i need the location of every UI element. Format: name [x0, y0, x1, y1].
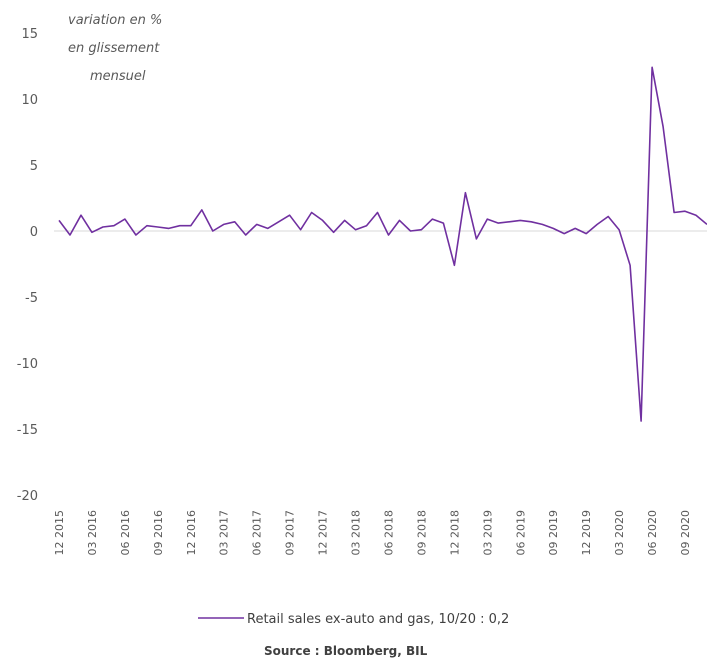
data-point: [607, 215, 610, 218]
data-point: [211, 230, 214, 233]
data-point: [365, 224, 368, 227]
y-tick-label: -10: [17, 357, 38, 372]
data-point: [651, 66, 654, 69]
y-tick-label: 15: [21, 27, 38, 42]
x-tick-label: 09 2020: [679, 510, 692, 556]
y-tick-label: 0: [30, 225, 38, 240]
data-point: [387, 233, 390, 236]
data-point: [58, 219, 61, 222]
x-tick-label: 03 2016: [86, 510, 99, 556]
data-point: [431, 218, 434, 221]
data-point: [310, 211, 313, 214]
x-tick-label: 06 2016: [119, 510, 132, 556]
x-tick-label: 12 2016: [185, 510, 198, 556]
data-point: [354, 228, 357, 231]
x-tick-label: 12 2017: [317, 510, 330, 556]
data-point: [299, 228, 302, 231]
data-point: [486, 218, 489, 221]
data-point: [145, 224, 148, 227]
y-tick-label: -20: [17, 489, 38, 504]
x-tick-label: 06 2017: [251, 510, 264, 556]
data-point: [640, 420, 643, 423]
legend-label: Retail sales ex-auto and gas, 10/20 : 0,…: [247, 612, 509, 627]
x-tick-label: 12 2018: [448, 510, 461, 556]
data-point: [222, 223, 225, 226]
data-point: [101, 226, 104, 229]
source-note: Source : Bloomberg, BIL: [264, 644, 428, 658]
data-point: [409, 230, 412, 233]
data-point: [343, 219, 346, 222]
data-point: [288, 214, 291, 217]
y-tick-label: 5: [30, 159, 38, 174]
y-tick-label: -5: [25, 291, 38, 306]
data-point: [662, 125, 665, 128]
data-point: [684, 210, 687, 213]
data-point: [233, 220, 236, 223]
data-point: [90, 231, 93, 234]
x-tick-label: 06 2018: [382, 510, 395, 556]
data-point: [189, 224, 192, 227]
y-axis-ticks: 15 10 5 0 -5 -10 -15 -20: [17, 27, 38, 504]
data-point: [244, 233, 247, 236]
data-point: [376, 211, 379, 214]
x-tick-label: 09 2016: [152, 510, 165, 556]
data-point: [200, 208, 203, 211]
data-point: [629, 264, 632, 267]
data-point: [167, 227, 170, 230]
data-point: [266, 227, 269, 230]
data-point: [574, 227, 577, 230]
x-tick-label: 12 2015: [53, 510, 66, 556]
data-point: [123, 218, 126, 221]
data-point: [519, 219, 522, 222]
data-point: [541, 223, 544, 226]
x-axis-ticks: 12 2015 03 2016 06 2016 09 2016 12 2016 03 20…: [53, 510, 692, 556]
x-tick-label: 03 2019: [481, 510, 494, 556]
x-tick-label: 09 2018: [415, 510, 428, 556]
data-point: [321, 219, 324, 222]
y-tick-label: 10: [21, 93, 38, 108]
data-point: [442, 222, 445, 225]
series-line-retail-sales: [58, 66, 707, 422]
x-tick-label: 03 2020: [613, 510, 626, 556]
x-tick-label: 03 2017: [218, 510, 231, 556]
data-point: [695, 214, 698, 217]
annotation-line-1: variation en %: [68, 13, 162, 28]
y-tick-label: -15: [17, 423, 38, 438]
x-tick-label: 06 2020: [646, 510, 659, 556]
data-point: [530, 220, 533, 223]
data-point: [112, 224, 115, 227]
data-point: [332, 231, 335, 234]
annotation-line-2: en glissement: [68, 41, 160, 56]
data-point: [79, 214, 82, 217]
data-point: [178, 224, 181, 227]
x-tick-label: 09 2017: [284, 510, 297, 556]
data-point: [464, 191, 467, 194]
x-tick-label: 03 2018: [350, 510, 363, 556]
data-point: [618, 228, 621, 231]
data-point: [673, 211, 676, 214]
data-point: [508, 220, 511, 223]
data-point: [420, 228, 423, 231]
data-point: [68, 233, 71, 236]
data-point: [156, 226, 159, 229]
data-point: [585, 232, 588, 235]
data-point: [134, 233, 137, 236]
data-point: [475, 237, 478, 240]
data-point: [563, 232, 566, 235]
data-point: [277, 220, 280, 223]
data-point: [497, 222, 500, 225]
data-point: [398, 219, 401, 222]
data-point: [453, 264, 456, 267]
data-point: [255, 223, 258, 226]
series-points: [58, 66, 707, 423]
x-tick-label: 09 2019: [547, 510, 560, 556]
data-point: [552, 227, 555, 230]
x-tick-label: 12 2019: [580, 510, 593, 556]
annotation-line-3: mensuel: [90, 69, 146, 84]
x-tick-label: 06 2019: [514, 510, 527, 556]
data-point: [596, 223, 599, 226]
